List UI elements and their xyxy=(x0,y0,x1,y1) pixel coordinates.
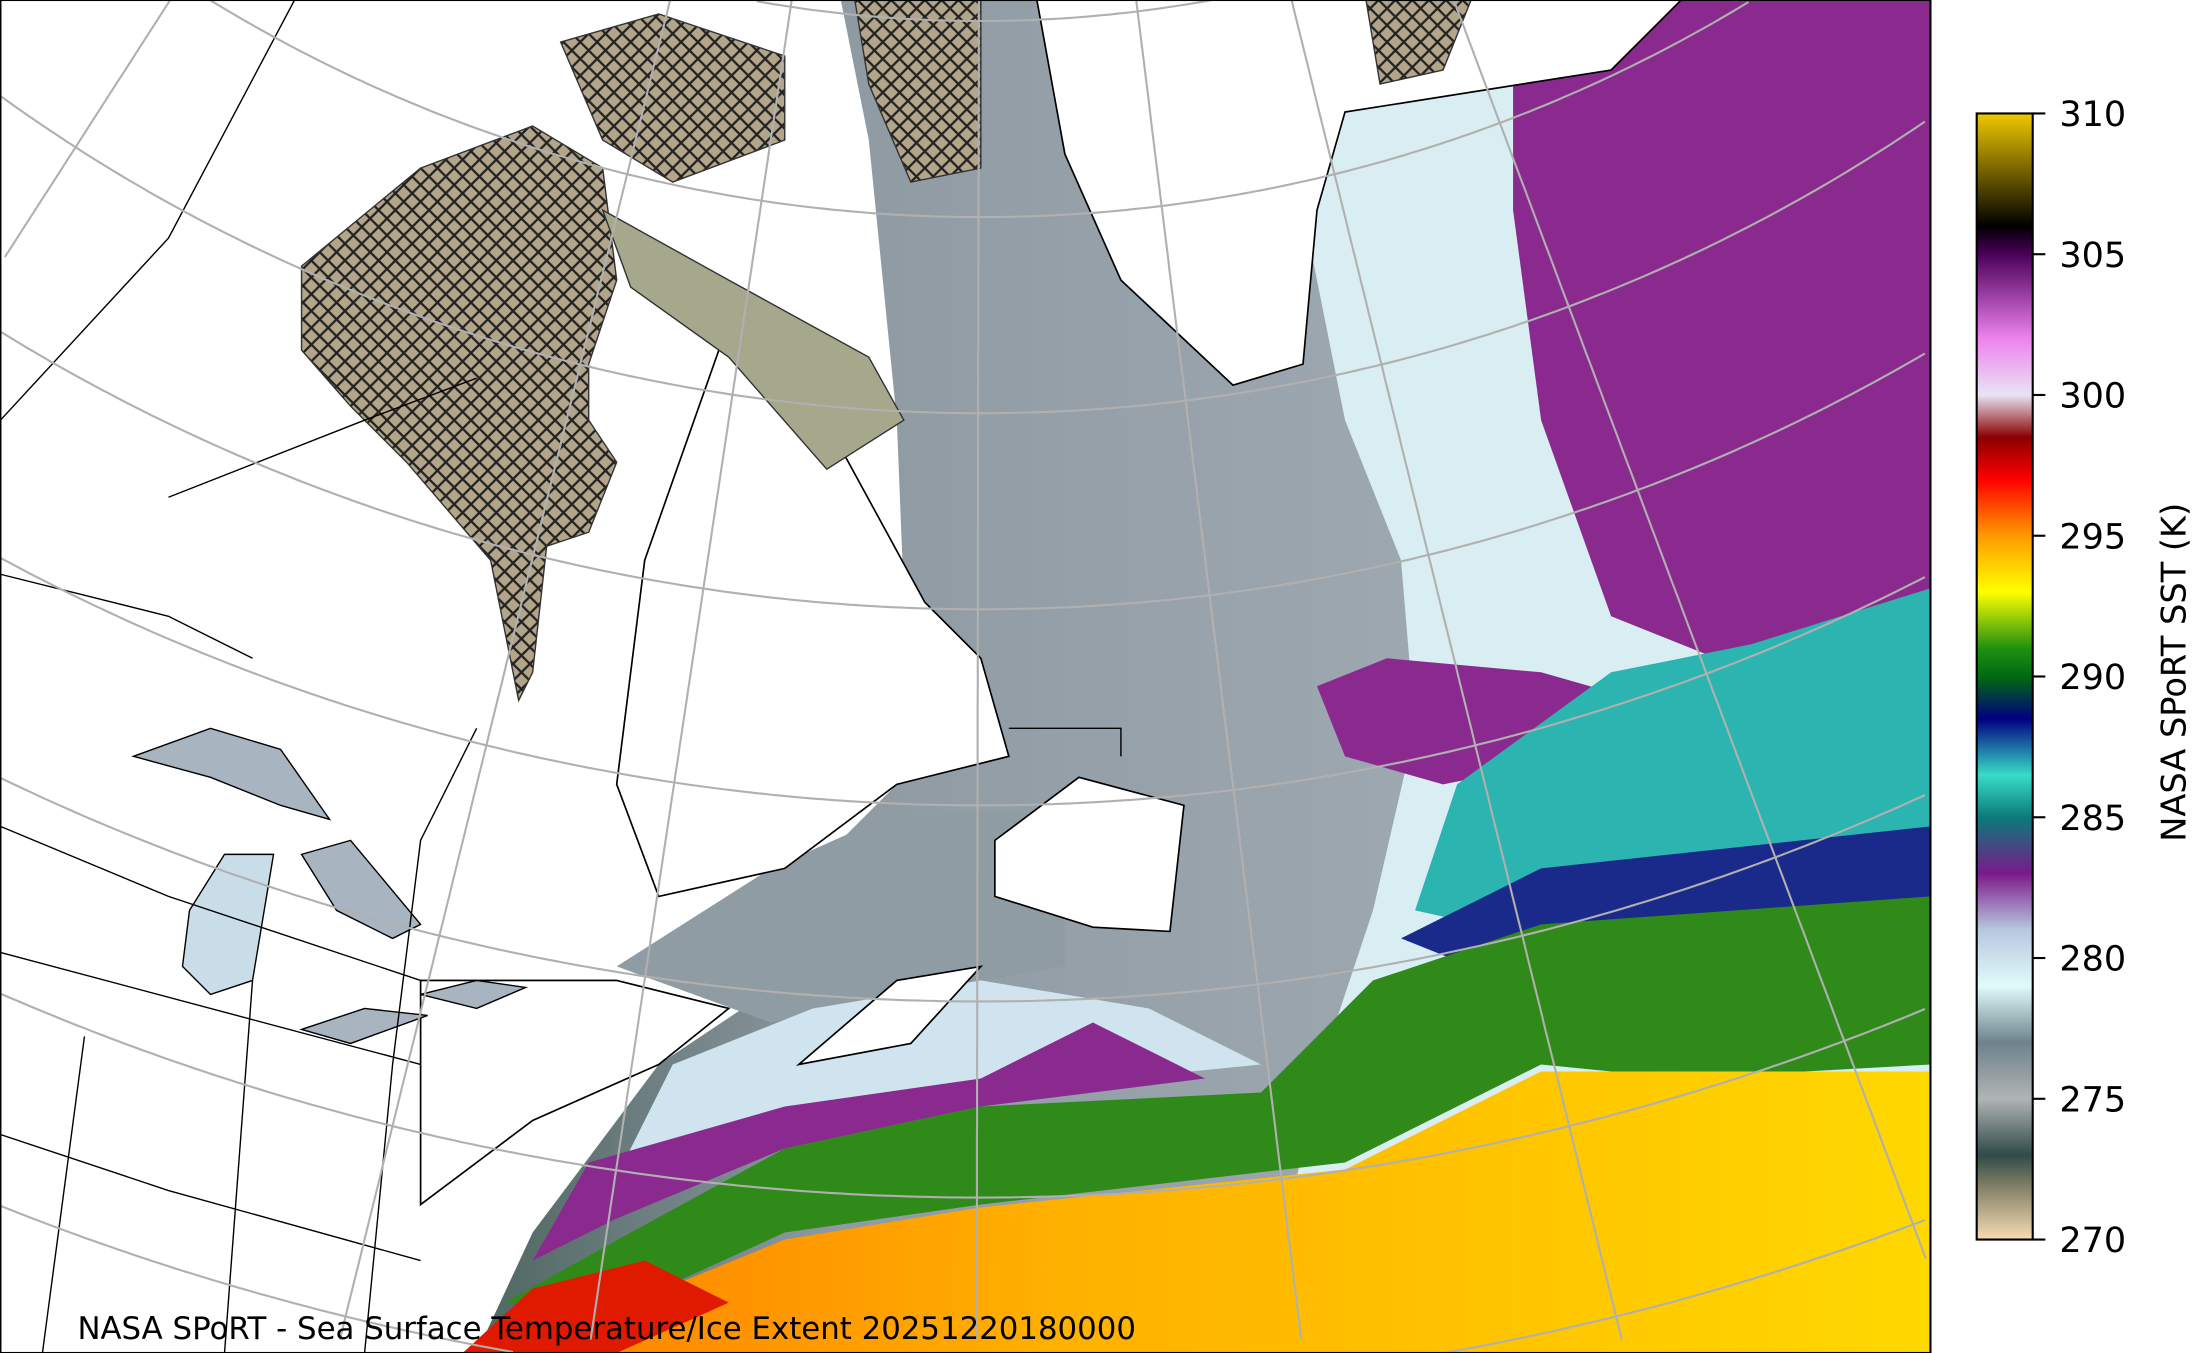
lake-erie xyxy=(299,1007,428,1045)
graticule-meridian xyxy=(338,0,672,1340)
colorbar-tick-label: 280 xyxy=(2059,940,2126,980)
colorbar-tick-label: 275 xyxy=(2059,1080,2126,1120)
colorbar-tick-label: 305 xyxy=(2059,236,2126,276)
graticule-parallel xyxy=(0,992,1926,1199)
foxe-basin-ice xyxy=(559,13,786,183)
north-ice xyxy=(1365,0,1472,85)
ocean-green xyxy=(504,896,1931,1303)
colorbar-scale xyxy=(1975,112,2034,1241)
ocean-gulf-stlawrence xyxy=(616,812,1065,1023)
newfoundland-land xyxy=(994,776,1185,933)
hudson-strait xyxy=(601,208,905,471)
graticule-parallel xyxy=(0,330,1926,611)
colorbar-label: NASA SPoRT SST (K) xyxy=(2154,503,2193,842)
ocean-purple-coastal xyxy=(532,1022,1205,1261)
graticule-parallel xyxy=(0,556,1926,807)
lake-superior xyxy=(131,727,332,821)
graticule-parallel xyxy=(1445,1219,1926,1353)
map-area xyxy=(0,0,1931,1353)
lake-ontario xyxy=(420,979,529,1010)
graticule-meridian xyxy=(1290,0,1623,1340)
footer-title: NASA SPoRT - Sea Surface Temperature/Ice… xyxy=(77,1311,1136,1347)
ocean-purple-north xyxy=(1513,0,1931,785)
greenland-land xyxy=(1036,0,1683,387)
map-frame xyxy=(0,0,1932,1353)
ocean-warm xyxy=(462,1071,1931,1353)
graticule-parallel xyxy=(0,776,1926,1003)
colorbar: 270 275 280 285 290 295 300 305 310 NASA SPoRT S… xyxy=(1975,95,2193,1261)
graticule-parallel xyxy=(0,95,1926,415)
graticule-meridian xyxy=(1452,0,1927,1259)
colorbar-tick-label: 290 xyxy=(2059,658,2126,698)
graticule-lines xyxy=(0,0,1927,1353)
colorbar-tick-label: 270 xyxy=(2059,1221,2126,1261)
baffin-ice xyxy=(854,0,982,183)
colorbar-tick-label: 295 xyxy=(2059,517,2126,557)
graticule-parallel xyxy=(756,0,1211,23)
colorbar-tick-label: 300 xyxy=(2059,377,2126,417)
labrador-land xyxy=(615,320,1010,898)
colorbar-tick-label: 285 xyxy=(2059,799,2126,839)
political-borders xyxy=(0,0,1122,1353)
graticule-meridian xyxy=(1135,0,1303,1340)
colorbar-tick-label: 310 xyxy=(2059,95,2126,135)
nova-scotia-land xyxy=(795,965,984,1066)
graticule-meridian xyxy=(4,0,172,258)
graticule-meridian xyxy=(975,0,980,1340)
graticule-meridian xyxy=(589,0,793,1340)
lake-huron xyxy=(300,839,422,940)
graticule-parallel xyxy=(0,1204,514,1353)
